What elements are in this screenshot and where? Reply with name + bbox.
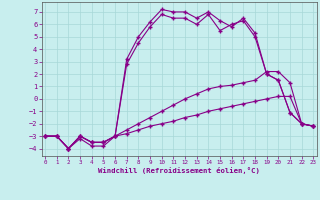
X-axis label: Windchill (Refroidissement éolien,°C): Windchill (Refroidissement éolien,°C) xyxy=(98,167,260,174)
